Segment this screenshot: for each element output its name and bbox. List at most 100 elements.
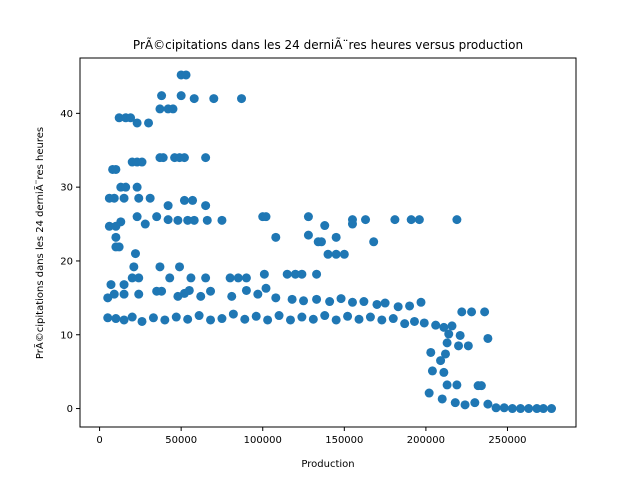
data-point [507, 404, 517, 414]
data-point [233, 273, 243, 283]
data-point [538, 404, 548, 414]
data-point [325, 297, 335, 307]
data-point [209, 94, 219, 104]
data-point [163, 201, 173, 211]
data-point [181, 70, 191, 80]
data-point [228, 309, 238, 319]
data-point [206, 286, 216, 296]
data-point [160, 315, 170, 325]
data-point [157, 91, 167, 101]
data-point [188, 195, 198, 205]
data-point [137, 316, 147, 326]
data-point [263, 315, 273, 325]
data-point [241, 273, 251, 283]
data-point [480, 307, 490, 317]
data-point [271, 293, 281, 303]
plot-frame [79, 57, 577, 428]
data-point [134, 193, 144, 203]
data-point [111, 164, 121, 174]
data-point [176, 91, 186, 101]
data-point [165, 273, 175, 283]
data-point [442, 338, 452, 348]
data-point [365, 312, 375, 322]
data-point [380, 298, 390, 308]
data-point [312, 294, 322, 304]
data-point [114, 242, 124, 252]
data-point [240, 314, 250, 324]
data-point [184, 285, 194, 295]
data-point [359, 297, 369, 307]
data-point [163, 215, 173, 225]
data-point [452, 215, 462, 225]
data-point [409, 316, 419, 326]
data-point [450, 398, 460, 408]
data-point [331, 232, 341, 242]
y-axis-label: PrÃ©cipitations dans les 24 derniÃ¨res h… [33, 127, 46, 359]
data-point [109, 193, 119, 203]
data-point [524, 404, 534, 414]
x-tick-label: 0 [96, 435, 102, 446]
data-point [377, 315, 387, 325]
data-point [179, 195, 189, 205]
data-point [426, 347, 436, 357]
data-point [532, 404, 542, 414]
data-point [316, 237, 326, 247]
data-point [323, 249, 333, 259]
x-axis: 0 50000 100000 150000 200000 250000 [96, 427, 527, 446]
data-point [499, 403, 509, 413]
points-layer [103, 70, 557, 414]
data-point [447, 321, 457, 331]
data-point [290, 269, 300, 279]
data-point [467, 307, 477, 317]
data-point [261, 283, 271, 293]
data-point [442, 380, 452, 390]
x-tick-label: 50000 [165, 435, 197, 446]
data-point [201, 201, 211, 211]
data-point [354, 314, 364, 324]
y-tick-label: 30 [60, 183, 73, 194]
data-point [271, 232, 281, 242]
data-point [155, 262, 165, 272]
data-point [331, 249, 341, 259]
data-point [282, 269, 292, 279]
data-point [109, 289, 119, 299]
data-point [103, 313, 113, 323]
data-point [186, 273, 196, 283]
data-point [111, 232, 121, 242]
data-point [516, 404, 526, 414]
x-axis-label: Production [301, 459, 354, 470]
data-point [339, 249, 349, 259]
data-point [439, 367, 449, 377]
data-point [406, 215, 416, 225]
data-point [491, 403, 501, 413]
data-point [152, 212, 162, 222]
data-point [168, 104, 178, 114]
chart-title: PrÃ©cipitations dans les 24 derniÃ¨res h… [133, 37, 523, 52]
data-point [424, 388, 434, 398]
data-point [217, 314, 227, 324]
data-point [114, 113, 124, 123]
data-point [132, 182, 142, 192]
data-point [436, 356, 446, 366]
data-point [144, 118, 154, 128]
data-point [463, 341, 473, 351]
data-point [347, 297, 357, 307]
data-point [126, 113, 136, 123]
data-point [119, 193, 129, 203]
data-point [444, 329, 454, 339]
data-point [103, 293, 113, 303]
data-point [427, 366, 437, 376]
y-tick-label: 10 [60, 330, 73, 341]
data-point [414, 215, 424, 225]
data-point [297, 269, 307, 279]
data-point [196, 291, 206, 301]
data-point [455, 330, 465, 340]
data-point [201, 153, 211, 163]
data-point [137, 157, 147, 167]
data-point [320, 311, 330, 321]
data-point [111, 314, 121, 324]
data-point [259, 269, 269, 279]
data-point [439, 322, 449, 332]
data-point [393, 302, 403, 312]
